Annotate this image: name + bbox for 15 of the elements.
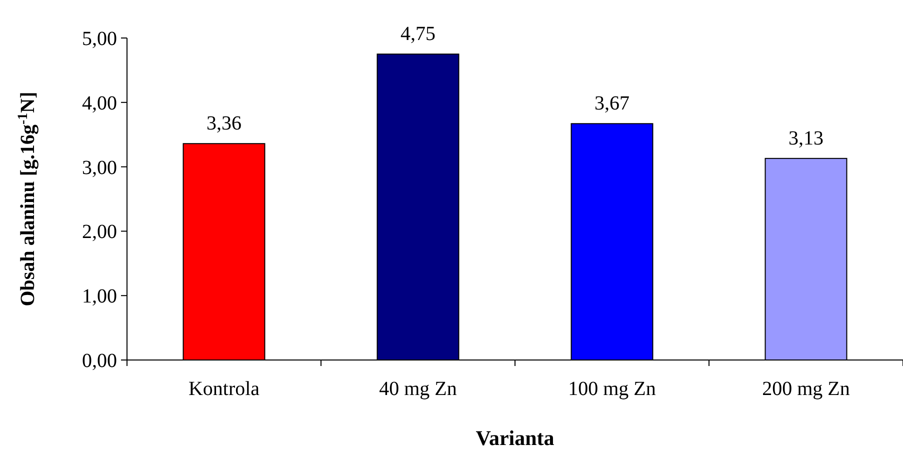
data-label: 3,13 [788,127,824,150]
y-tick-label: 1,00 [82,286,117,308]
y-tick-label: 3,00 [82,156,117,179]
x-tick-label: 200 mg Zn [762,378,850,400]
y-tick-label: 5,00 [82,28,117,50]
y-tick-label: 0,00 [82,350,117,372]
x-axis-title: Varianta [476,426,555,450]
x-tick-label: Kontrola [188,378,260,400]
y-tick-label: 4,00 [82,92,117,114]
x-tick-label: 40 mg Zn [379,378,457,400]
y-tick-label: 2,00 [82,221,117,244]
data-label: 3,67 [594,92,630,115]
data-label: 3,36 [206,112,242,135]
x-tick-label: 100 mg Zn [568,378,656,400]
data-label: 4,75 [400,23,436,46]
